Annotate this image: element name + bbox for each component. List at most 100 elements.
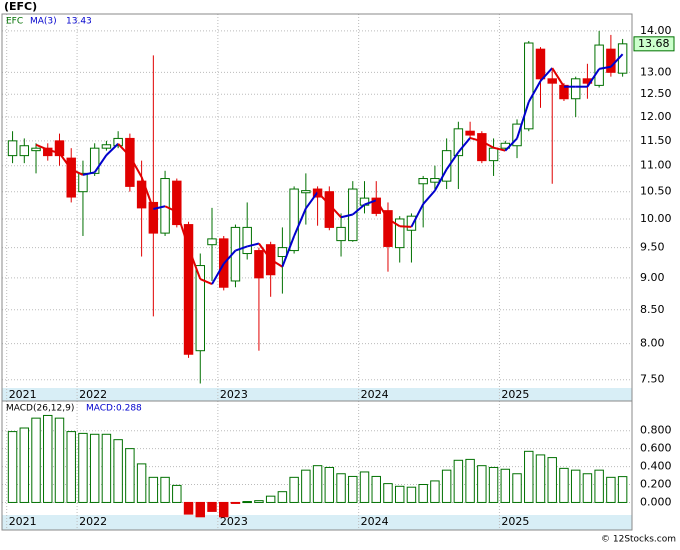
candle-body [19, 145, 30, 157]
ma-line [387, 218, 401, 228]
macd-bar [348, 475, 358, 503]
candle-body [254, 250, 264, 279]
y-tick-label: 0.400 [640, 460, 672, 473]
ma-line [187, 247, 202, 280]
candle-body [477, 133, 487, 162]
macd-bar [477, 465, 487, 503]
x-tick-label: 2022 [79, 388, 107, 401]
chart-title: (EFC) [4, 0, 37, 13]
y-tick-label: 9.00 [640, 271, 665, 284]
candle-body [277, 247, 288, 258]
macd-bar [230, 501, 241, 504]
ma-line [270, 258, 283, 268]
candle-body [535, 48, 546, 80]
candle-body [172, 180, 182, 226]
candle-body [441, 150, 452, 182]
y-tick-label: 13.00 [640, 65, 672, 78]
macd-bar [207, 501, 217, 512]
ma-line [481, 140, 495, 149]
ma-line [235, 245, 248, 252]
ma-line [175, 211, 190, 248]
macd-frame [1, 400, 633, 531]
macd-bar [394, 485, 405, 503]
candle-body [242, 226, 252, 255]
macd-bar [136, 463, 147, 503]
candle-body [113, 137, 123, 147]
candle-body [512, 123, 522, 147]
ma-line [527, 80, 542, 103]
ma-line [610, 53, 624, 68]
macd-bar [359, 471, 370, 503]
macd-bar [219, 501, 229, 518]
x-tick-label: 2024 [361, 388, 389, 401]
candle-body [383, 210, 393, 247]
ma-line [551, 67, 565, 88]
ma-line [539, 67, 553, 82]
candle-body [594, 44, 604, 86]
ma-line [364, 199, 377, 206]
x-tick-label: 2023 [220, 388, 248, 401]
candle-body [324, 191, 335, 228]
candle-body [418, 178, 428, 185]
candle-body [547, 78, 557, 84]
candle-body [570, 78, 581, 100]
ma-line [140, 176, 155, 210]
ma-line [258, 242, 272, 261]
candle-body [606, 48, 616, 73]
x-tick-label: 2023 [220, 515, 248, 528]
macd-bar [148, 476, 159, 503]
candle-body [66, 157, 76, 198]
macd-value: 0.288 [116, 404, 142, 414]
ma-line [82, 171, 95, 176]
candle-body [7, 140, 18, 157]
ma-line [105, 143, 119, 156]
ma-line [469, 136, 483, 143]
candle-body [430, 178, 440, 183]
ma-line [399, 225, 412, 228]
ma-line [504, 137, 518, 152]
macd-bar [242, 501, 252, 504]
macd-bar [78, 432, 88, 503]
macd-bar [254, 500, 264, 503]
macd-bar [453, 459, 464, 503]
candle-body [148, 201, 159, 234]
ma-line [445, 151, 460, 170]
macd-bar [524, 450, 534, 503]
macd-bar [277, 491, 288, 503]
ma-line [305, 191, 319, 210]
y-tick-label: 0.200 [640, 478, 672, 491]
y-tick-label: 12.50 [640, 87, 672, 100]
x-tick-label: 2024 [361, 515, 389, 528]
macd-bar [101, 433, 112, 503]
ma-line [222, 249, 237, 265]
ma-line [493, 146, 506, 152]
macd-bar [160, 476, 170, 503]
macd-bar [324, 466, 335, 503]
x-tick-label: 2025 [501, 515, 529, 528]
ma-line [586, 68, 600, 88]
candle-body [183, 224, 194, 355]
candle-body [488, 147, 499, 162]
macd-bar [183, 501, 194, 515]
candle-body [89, 147, 100, 174]
macd-bar [54, 417, 65, 503]
y-tick-label: 10.00 [640, 212, 672, 225]
macd-bar [617, 476, 628, 503]
macd-bar [265, 495, 276, 503]
macd-bar [113, 439, 123, 503]
macd-bar [406, 486, 417, 503]
candle-body [160, 178, 170, 234]
plot-layer: 7.50 8.00 8.50 9.00 9.50 10.00 10.50 11.00 11.50… [2, 14, 675, 530]
macd-bar [19, 427, 30, 503]
ma-line [352, 203, 366, 216]
y-tick-label: 10.50 [640, 185, 672, 198]
candle-body [207, 238, 217, 246]
candle-body [301, 190, 311, 194]
ma-line [117, 143, 131, 157]
y-tick-label: 11.00 [640, 159, 672, 172]
macd-bar [500, 468, 511, 503]
macd-bar [31, 417, 41, 503]
macd-bar [418, 484, 428, 503]
ma-line [58, 152, 73, 170]
